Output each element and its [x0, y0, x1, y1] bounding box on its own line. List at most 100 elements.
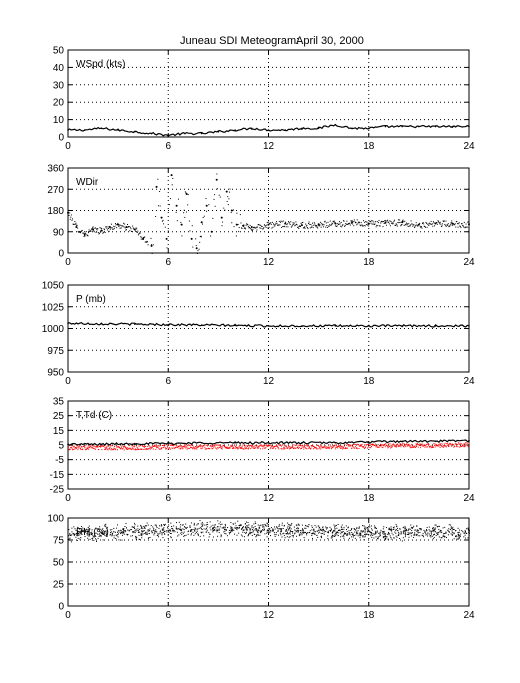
temperature-data-point — [349, 445, 351, 447]
temperature-data-point — [108, 447, 110, 449]
humidity-data-point — [257, 529, 259, 531]
temperature-data-point — [274, 445, 276, 447]
humidity-data-point — [416, 525, 418, 527]
wind-direction-data-point — [302, 221, 304, 223]
temperature-data-point — [407, 445, 409, 447]
humidity-data-point — [266, 523, 268, 525]
temperature-data-point — [419, 444, 421, 446]
wind-direction-data-point — [304, 226, 306, 228]
temperature-data-point — [317, 445, 319, 447]
humidity-data-point — [144, 532, 146, 534]
humidity-data-point — [163, 524, 165, 526]
temperature-data-point — [337, 446, 339, 448]
wind-direction-data-point — [323, 224, 325, 226]
humidity-data-point — [79, 534, 81, 536]
temperature-data-point — [167, 442, 170, 445]
temperature-data-point — [109, 448, 111, 450]
temperature-data-point — [365, 446, 367, 448]
humidity-data-point — [183, 529, 185, 531]
wind-speed-y-tick-label: 30 — [53, 80, 65, 91]
humidity-data-point — [308, 524, 310, 526]
humidity-data-point — [296, 531, 298, 533]
humidity-data-point — [151, 531, 153, 533]
wind-direction-data-point — [401, 221, 404, 224]
temperature-data-point — [84, 446, 86, 448]
humidity-data-point — [251, 535, 253, 537]
wind-direction-data-point — [187, 204, 189, 206]
humidity-data-point — [82, 531, 84, 533]
humidity-data-point — [448, 531, 450, 533]
temperature-data-point — [136, 449, 138, 451]
humidity-data-point — [438, 528, 440, 530]
humidity-data-point — [70, 541, 72, 543]
temperature-data-point — [188, 444, 190, 446]
wind-direction-data-point — [399, 221, 401, 223]
humidity-data-point — [268, 532, 270, 534]
wind-direction-data-point — [293, 223, 295, 225]
humidity-data-point — [136, 536, 138, 538]
temperature-data-point — [293, 444, 295, 446]
temperature-data-point — [251, 446, 253, 448]
humidity-data-point — [435, 524, 437, 526]
humidity-data-point — [168, 531, 170, 533]
figure-title: Juneau SDI Meteogram: — [180, 35, 299, 47]
wind-direction-data-point — [303, 227, 305, 229]
humidity-data-point — [305, 525, 307, 527]
temperature-data-point — [338, 445, 340, 447]
humidity-data-point — [138, 538, 140, 540]
humidity-data-point — [432, 529, 434, 531]
humidity-data-point — [385, 538, 387, 540]
temperature-data-point — [380, 445, 382, 447]
humidity-data-point — [87, 531, 89, 533]
temperature-data-point — [219, 444, 221, 446]
humidity-data-point — [199, 520, 201, 522]
temperature-data-point — [115, 445, 117, 447]
wind-direction-data-point — [428, 225, 430, 227]
humidity-data-point — [207, 523, 209, 525]
humidity-data-point — [435, 531, 437, 533]
wind-direction-data-point — [180, 221, 182, 223]
wind-direction-data-point — [226, 200, 228, 202]
temperature-data-point — [122, 448, 124, 450]
humidity-data-point — [420, 528, 422, 530]
humidity-data-point — [397, 530, 399, 532]
humidity-data-point — [386, 533, 388, 535]
temperature-data-point — [399, 445, 401, 447]
humidity-data-point — [168, 529, 170, 531]
humidity-data-point — [225, 526, 227, 528]
temperature-data-point — [101, 445, 103, 447]
humidity-data-point — [97, 533, 99, 535]
humidity-data-point — [415, 534, 417, 536]
wind-direction-data-point — [450, 221, 452, 223]
humidity-data-point — [296, 529, 298, 531]
wind-direction-data-point — [223, 207, 225, 209]
humidity-data-point — [68, 535, 70, 537]
wind-direction-data-point — [363, 220, 365, 222]
wind-direction-data-point — [147, 241, 149, 243]
humidity-data-point — [291, 535, 293, 537]
temperature-data-point — [405, 444, 407, 446]
humidity-data-point — [118, 539, 120, 541]
wind-direction-data-point — [219, 196, 221, 198]
temperature-data-point — [221, 446, 223, 448]
humidity-data-point — [350, 528, 352, 530]
humidity-data-point — [415, 529, 417, 531]
humidity-data-point — [244, 531, 246, 533]
humidity-data-point — [230, 527, 232, 529]
wind-direction-data-point — [258, 224, 260, 226]
temperature-data-point — [153, 445, 155, 447]
humidity-data-point — [80, 533, 82, 535]
wind-direction-data-point — [454, 223, 456, 225]
humidity-data-point — [408, 536, 410, 538]
humidity-data-point — [366, 531, 368, 533]
temperature-data-point — [449, 443, 451, 445]
wind-direction-data-point — [379, 225, 381, 227]
humidity-data-point — [258, 529, 260, 531]
humidity-data-point — [106, 526, 108, 528]
temperature-data-point — [186, 446, 188, 448]
humidity-data-point — [172, 531, 174, 533]
pressure-y-tick-label: 1000 — [42, 324, 65, 335]
humidity-data-point — [161, 532, 163, 534]
